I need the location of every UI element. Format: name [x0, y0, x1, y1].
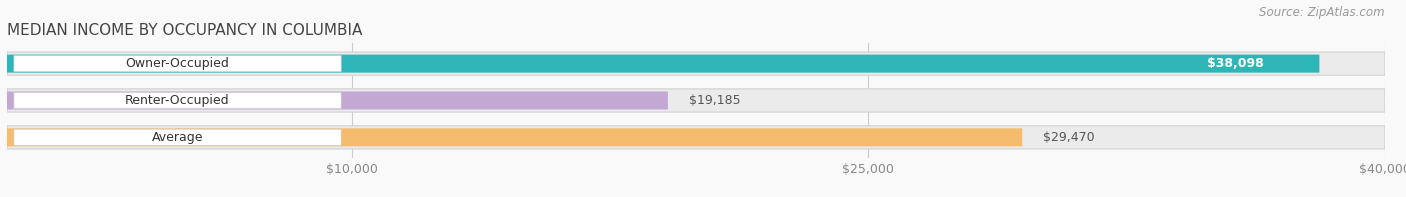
Text: $29,470: $29,470 [1043, 131, 1094, 144]
FancyBboxPatch shape [7, 52, 1385, 75]
Text: Owner-Occupied: Owner-Occupied [125, 57, 229, 70]
FancyBboxPatch shape [7, 91, 668, 110]
Text: Source: ZipAtlas.com: Source: ZipAtlas.com [1260, 6, 1385, 19]
FancyBboxPatch shape [14, 56, 342, 72]
FancyBboxPatch shape [14, 92, 342, 109]
Text: Renter-Occupied: Renter-Occupied [125, 94, 229, 107]
FancyBboxPatch shape [1157, 56, 1313, 71]
FancyBboxPatch shape [7, 55, 1319, 73]
FancyBboxPatch shape [14, 129, 342, 145]
FancyBboxPatch shape [7, 128, 1022, 146]
Text: MEDIAN INCOME BY OCCUPANCY IN COLUMBIA: MEDIAN INCOME BY OCCUPANCY IN COLUMBIA [7, 23, 363, 38]
Text: Average: Average [152, 131, 204, 144]
Text: $38,098: $38,098 [1206, 57, 1264, 70]
FancyBboxPatch shape [7, 89, 1385, 112]
Text: $19,185: $19,185 [689, 94, 740, 107]
FancyBboxPatch shape [7, 126, 1385, 149]
